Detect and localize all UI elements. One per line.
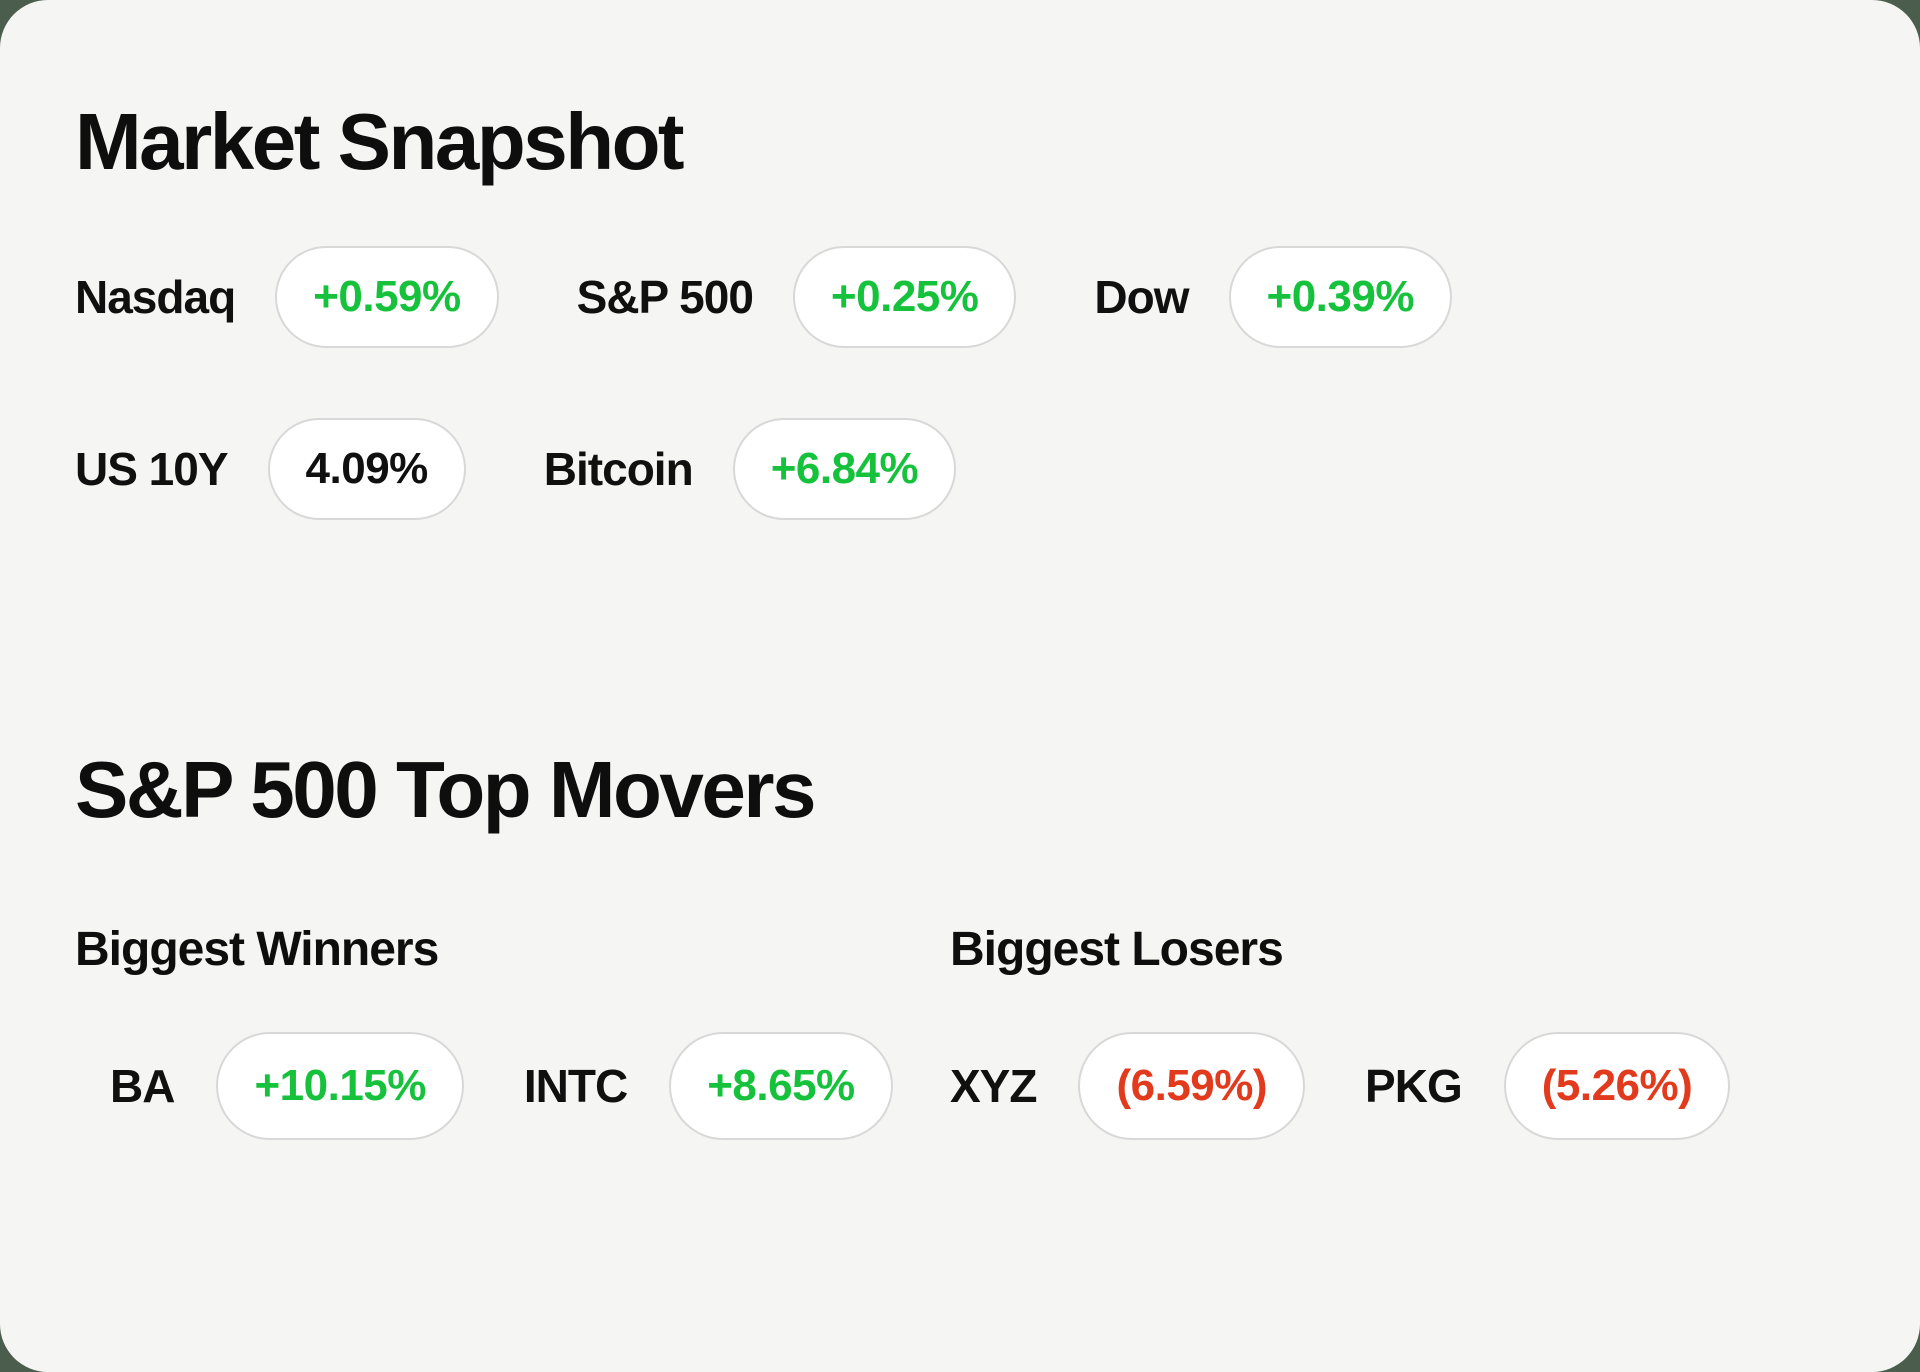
metric-bitcoin-value-pill: +6.84% (732, 418, 957, 520)
losers-row: XYZ (6.59%) PKG (5.26%) (950, 1032, 1845, 1140)
mover-intc-value-pill: +8.65% (669, 1032, 893, 1140)
metric-sp500: S&P 500 +0.25% (577, 246, 1017, 348)
metric-sp500-value-pill: +0.25% (792, 246, 1017, 348)
mover-ba-value-pill: +10.15% (216, 1032, 464, 1140)
top-movers-title: S&P 500 Top Movers (75, 745, 816, 834)
metric-bitcoin-label: Bitcoin (543, 443, 694, 495)
mover-xyz-value-pill: (6.59%) (1078, 1032, 1306, 1140)
metric-us10y-value-pill: 4.09% (267, 418, 466, 520)
biggest-losers-column: Biggest Losers XYZ (6.59%) PKG (5.26%) (950, 926, 1845, 1140)
metric-nasdaq-label: Nasdaq (75, 271, 236, 323)
biggest-winners-heading: Biggest Winners (75, 923, 439, 976)
metric-dow-value-pill: +0.39% (1228, 246, 1452, 348)
metric-sp500-label: S&P 500 (576, 271, 754, 323)
metric-nasdaq: Nasdaq +0.59% (75, 246, 499, 348)
market-snapshot-title: Market Snapshot (75, 97, 685, 186)
winners-row: BA +10.15% INTC +8.65% (75, 1032, 950, 1140)
biggest-losers-heading: Biggest Losers (950, 923, 1284, 976)
mover-xyz-ticker: XYZ (950, 1060, 1037, 1112)
metric-dow-label: Dow (1094, 271, 1189, 323)
mover-ba: BA +10.15% (110, 1032, 464, 1140)
snapshot-row-2: US 10Y 4.09% Bitcoin +6.84% (75, 418, 1845, 520)
snapshot-row-1: Nasdaq +0.59% S&P 500 +0.25% Dow +0.39% (75, 246, 1845, 348)
mover-ba-ticker: BA (110, 1060, 175, 1112)
metric-nasdaq-value-pill: +0.59% (275, 246, 499, 348)
mover-intc: INTC +8.65% (524, 1032, 893, 1140)
metric-dow: Dow +0.39% (1094, 246, 1452, 348)
metric-us10y: US 10Y 4.09% (75, 418, 466, 520)
biggest-winners-column: Biggest Winners BA +10.15% INTC +8.65% (75, 926, 950, 1140)
mover-pkg-ticker: PKG (1365, 1060, 1463, 1112)
mover-pkg: PKG (5.26%) (1365, 1032, 1731, 1140)
mover-pkg-value-pill: (5.26%) (1503, 1032, 1731, 1140)
metric-bitcoin: Bitcoin +6.84% (543, 418, 957, 520)
top-movers-columns: Biggest Winners BA +10.15% INTC +8.65% B… (75, 926, 1845, 1140)
mover-xyz: XYZ (6.59%) (950, 1032, 1306, 1140)
metric-us10y-label: US 10Y (75, 443, 229, 495)
mover-intc-ticker: INTC (523, 1060, 628, 1112)
